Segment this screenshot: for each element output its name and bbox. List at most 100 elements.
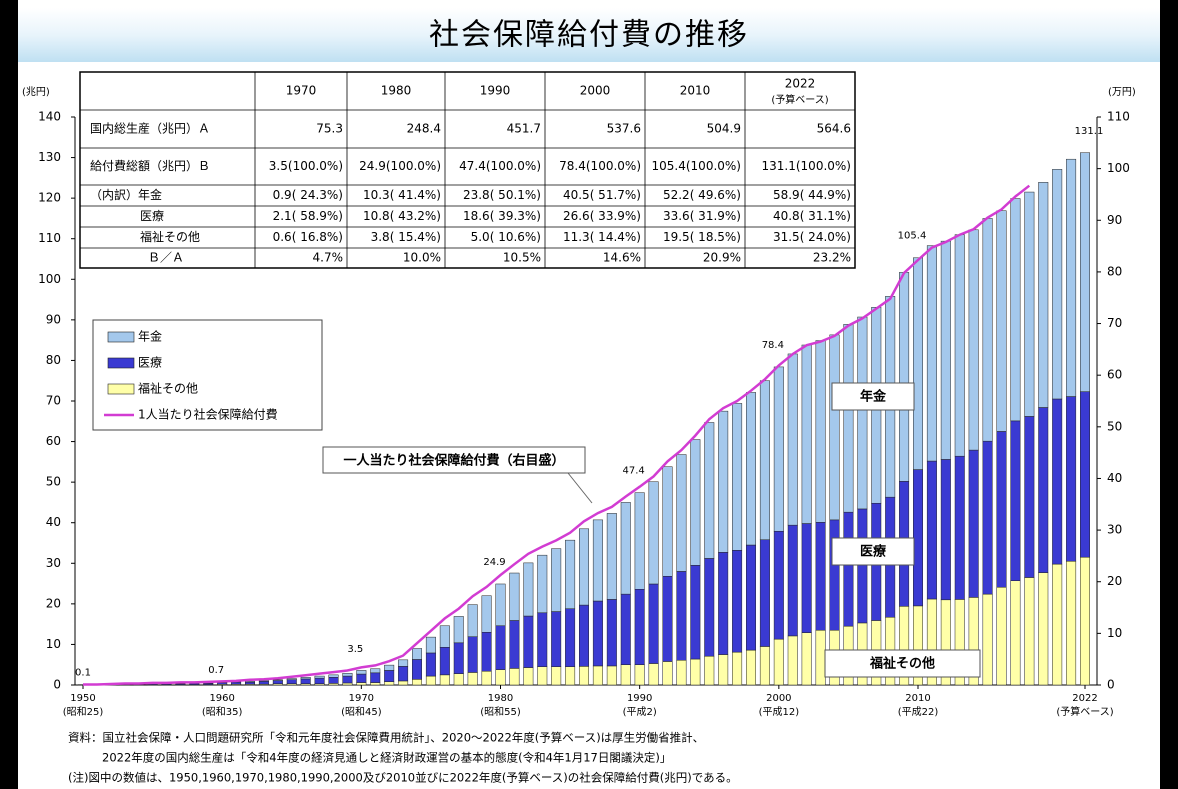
bar-segment — [592, 600, 603, 667]
total-label: 78.4 — [762, 340, 784, 351]
table-cell: 5.0( 10.6%) — [471, 230, 541, 244]
bar-segment — [787, 635, 798, 686]
bar-segment — [982, 593, 993, 686]
bar-segment — [620, 502, 631, 595]
table-cell: 31.5( 24.0%) — [773, 230, 851, 244]
bar-segment — [592, 665, 603, 686]
bar-segment — [690, 658, 701, 686]
table-header: 1990 — [480, 84, 511, 98]
total-label: 24.9 — [483, 557, 505, 568]
bar-segment — [342, 672, 353, 677]
bar-segment — [286, 678, 297, 680]
bar-segment — [926, 460, 937, 600]
bar-segment — [453, 642, 464, 674]
table-bg — [79, 71, 856, 269]
bar-segment — [704, 655, 715, 686]
bar-segment — [412, 648, 422, 660]
table-cell: 2.1( 58.9%) — [273, 209, 343, 223]
table-cell: 3.5(100.0%) — [269, 159, 343, 173]
bar-segment — [1052, 563, 1063, 686]
bar-segment — [704, 422, 715, 559]
bar-segment — [356, 670, 367, 675]
y2-tick-label: 0 — [1107, 678, 1115, 692]
table-cell: 19.5( 18.5%) — [663, 230, 741, 244]
bar-segment — [565, 608, 576, 667]
y-tick-label: 0 — [53, 678, 61, 692]
table-cell: 75.3 — [316, 122, 343, 136]
bar-segment — [258, 681, 269, 685]
legend-label: 年金 — [138, 329, 162, 344]
bar-segment — [495, 625, 506, 670]
bar-segment — [634, 589, 645, 665]
bar-segment — [537, 666, 548, 686]
y-tick-label: 50 — [46, 475, 61, 489]
x-tick-sublabel: (昭和45) — [341, 706, 382, 718]
table-cell: 24.9(100.0%) — [359, 159, 441, 173]
bar-segment — [662, 466, 673, 577]
table-cell: 78.4(100.0%) — [559, 159, 641, 173]
bar-segment — [704, 558, 715, 657]
table-header: 2022 — [785, 77, 816, 91]
bar-segment — [746, 649, 756, 686]
bar-segment — [509, 572, 520, 621]
bar-segment — [509, 620, 520, 669]
bar-segment — [968, 229, 979, 451]
table-cell: 40.5( 51.7%) — [563, 188, 641, 202]
per-capita-line — [83, 184, 1031, 686]
table-cell: 0.6( 16.8%) — [273, 230, 343, 244]
bar-segment — [356, 673, 367, 683]
bar-segment — [732, 403, 743, 551]
total-label: 47.4 — [623, 466, 645, 477]
bar-segment — [467, 636, 478, 673]
bar-segment — [690, 439, 701, 566]
bar-segment — [996, 431, 1007, 588]
bar-segment — [342, 682, 353, 686]
legend-label: 医療 — [138, 356, 162, 370]
bar-segment — [425, 636, 436, 654]
table-header-note: (予算ベース) — [771, 93, 828, 106]
bar-segment — [1080, 391, 1090, 558]
table-cell: 40.8( 31.1%) — [773, 209, 851, 223]
bar-segment — [1038, 572, 1049, 686]
x-tick-sublabel: (予算ベース) — [1056, 705, 1113, 718]
bar-segment — [732, 550, 743, 653]
bar-segment — [773, 366, 784, 532]
bar-segment — [620, 664, 631, 686]
bar-segment — [801, 344, 812, 524]
bar-segment — [662, 661, 673, 686]
bar-segment — [773, 530, 784, 640]
table-cell: 18.6( 39.3%) — [463, 209, 541, 223]
legend-label: 福祉その他 — [138, 381, 198, 396]
y-tick-label: 80 — [46, 353, 61, 367]
bar-segment — [314, 675, 325, 679]
table-cell: 20.9% — [703, 251, 741, 265]
bar-segment — [662, 576, 673, 662]
bar-segment — [453, 616, 464, 644]
bar-segment — [481, 670, 492, 686]
x-tick-sublabel: (平成2) — [623, 706, 657, 718]
x-tick-sublabel: (昭和25) — [63, 706, 104, 718]
segment-label-box — [824, 649, 981, 678]
y-tick-label: 140 — [38, 110, 61, 124]
x-tick-label: 1950 — [70, 693, 95, 704]
table-cell: 504.9 — [707, 122, 741, 136]
x-tick-sublabel: (昭和55) — [480, 706, 521, 718]
x-tick-label: 1970 — [349, 693, 374, 704]
y2-tick-label: 80 — [1107, 264, 1122, 278]
bar-segment — [370, 682, 381, 686]
source-note: 資料：国立社会保障・人口問題研究所「令和元年度社会保障費用統計」、2020～20… — [68, 731, 704, 745]
table-cell: 4.7% — [313, 251, 344, 265]
legend-label: 1人当たり社会保障給付費 — [138, 407, 278, 422]
bar-segment — [620, 593, 631, 665]
y2-tick-label: 100 — [1107, 161, 1130, 175]
bar-segment — [551, 666, 562, 686]
bar-segment — [913, 257, 923, 470]
bar-segment — [356, 682, 367, 686]
bar-segment — [982, 218, 993, 442]
y2-tick-label: 40 — [1107, 471, 1122, 485]
total-label: 0.7 — [208, 665, 224, 676]
bar-segment — [1024, 577, 1035, 686]
x-tick-label: 1980 — [488, 693, 513, 704]
bar-segment — [899, 272, 910, 482]
bar-segment — [815, 629, 826, 686]
